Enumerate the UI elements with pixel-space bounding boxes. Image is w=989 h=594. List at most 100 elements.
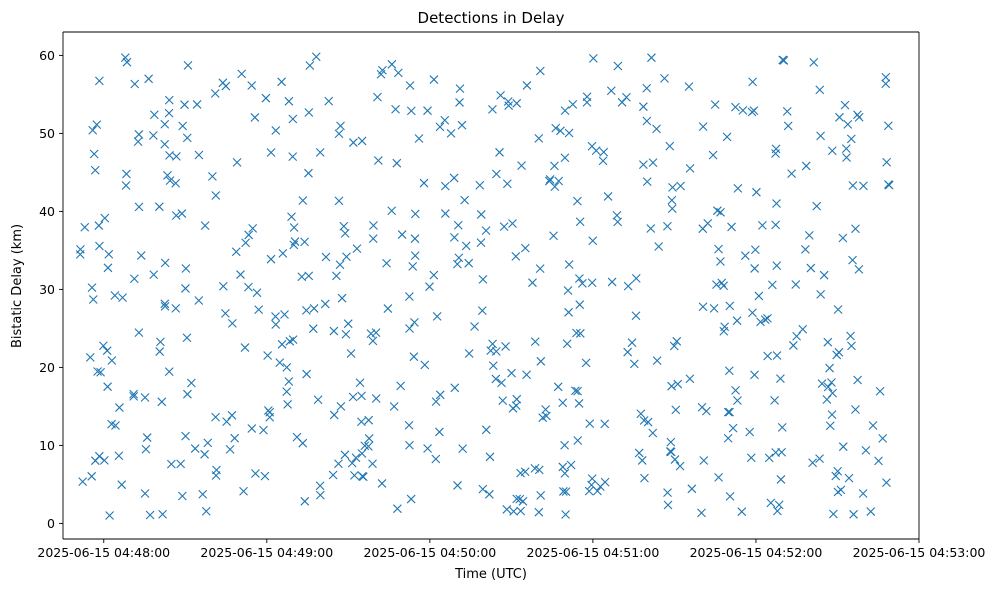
data-point: [719, 326, 729, 336]
data-point: [107, 419, 116, 429]
data-point: [145, 510, 155, 520]
data-point: [263, 406, 273, 415]
data-point: [530, 337, 540, 347]
data-point: [364, 415, 374, 425]
data-point: [449, 173, 459, 183]
data-point: [673, 379, 683, 389]
data-point: [432, 312, 442, 321]
data-point: [129, 389, 139, 399]
y-tick-label: 50: [39, 126, 55, 141]
data-point: [747, 107, 757, 117]
data-point: [599, 147, 609, 157]
data-point: [545, 175, 555, 184]
data-point: [572, 328, 581, 338]
data-point: [335, 260, 345, 270]
data-point: [501, 342, 510, 351]
data-point: [771, 220, 781, 230]
data-point: [777, 422, 787, 432]
data-point: [225, 445, 235, 454]
data-point: [373, 92, 382, 102]
data-point: [405, 440, 414, 450]
data-point: [357, 391, 366, 401]
data-point: [752, 187, 761, 197]
data-point: [561, 510, 570, 519]
data-point: [141, 444, 151, 454]
data-point: [675, 461, 685, 471]
data-point: [558, 398, 568, 408]
data-point: [698, 302, 708, 312]
data-point: [772, 506, 782, 516]
data-point: [120, 53, 130, 62]
data-point: [429, 270, 439, 280]
data-point: [534, 134, 544, 143]
data-point: [251, 469, 260, 478]
x-tick-label: 2025-06-15 04:49:00: [200, 545, 333, 560]
data-point: [321, 252, 331, 262]
data-point: [105, 511, 114, 520]
data-point: [503, 97, 513, 106]
data-point: [95, 241, 104, 251]
data-point: [712, 280, 721, 290]
x-tick-label: 2025-06-15 04:50:00: [363, 545, 496, 560]
data-point: [182, 133, 192, 143]
data-point: [507, 368, 516, 378]
data-point: [560, 106, 570, 115]
data-point: [315, 481, 325, 491]
data-point: [464, 349, 474, 358]
data-point: [259, 425, 268, 435]
data-point: [194, 296, 204, 305]
data-point: [738, 105, 748, 115]
data-point: [431, 397, 441, 407]
data-point: [89, 149, 99, 159]
data-point: [520, 467, 530, 477]
data-point: [271, 126, 281, 135]
data-point: [420, 360, 430, 370]
data-point: [629, 359, 639, 369]
data-point: [573, 436, 583, 445]
data-point: [701, 406, 711, 416]
data-point: [252, 288, 262, 298]
data-point: [364, 441, 373, 451]
data-point: [783, 121, 793, 131]
data-point: [232, 157, 242, 167]
data-point: [301, 306, 311, 315]
data-point: [475, 180, 485, 190]
data-point: [746, 453, 756, 463]
data-point: [663, 500, 673, 510]
data-point: [815, 454, 824, 463]
data-point: [848, 181, 858, 190]
data-point: [103, 263, 113, 273]
data-point: [364, 434, 374, 443]
data-point: [211, 191, 221, 200]
data-point: [410, 317, 419, 327]
data-point: [522, 370, 531, 380]
data-point: [792, 331, 801, 341]
data-point: [425, 282, 434, 292]
data-point: [806, 263, 816, 273]
data-point: [181, 431, 190, 441]
data-point: [423, 444, 432, 453]
data-point: [750, 264, 760, 273]
data-point: [288, 114, 298, 124]
y-tick-label: 60: [39, 48, 55, 63]
data-point: [666, 437, 676, 447]
data-point: [160, 258, 170, 268]
data-point: [481, 226, 491, 236]
data-point: [575, 217, 585, 227]
data-point: [271, 320, 281, 329]
data-point: [218, 281, 228, 291]
data-point: [848, 255, 857, 265]
data-point: [573, 386, 582, 396]
data-point: [271, 312, 280, 321]
data-point: [723, 407, 733, 417]
data-point: [582, 98, 592, 107]
data-point: [190, 444, 200, 453]
data-point: [518, 496, 528, 506]
data-point: [859, 181, 868, 191]
data-point: [165, 150, 174, 160]
data-point: [598, 156, 608, 166]
data-point: [340, 228, 350, 238]
data-point: [798, 324, 808, 334]
data-point: [178, 121, 188, 131]
data-point: [827, 410, 837, 419]
